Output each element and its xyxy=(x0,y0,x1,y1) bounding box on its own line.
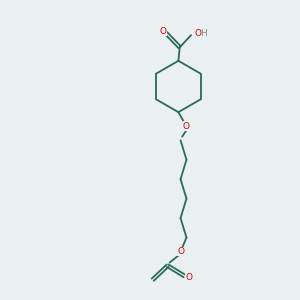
Text: H: H xyxy=(200,29,207,38)
Text: O: O xyxy=(185,272,192,281)
Text: O: O xyxy=(177,247,184,256)
Text: O: O xyxy=(183,122,190,131)
Text: O: O xyxy=(160,27,167,36)
Text: O: O xyxy=(195,29,202,38)
